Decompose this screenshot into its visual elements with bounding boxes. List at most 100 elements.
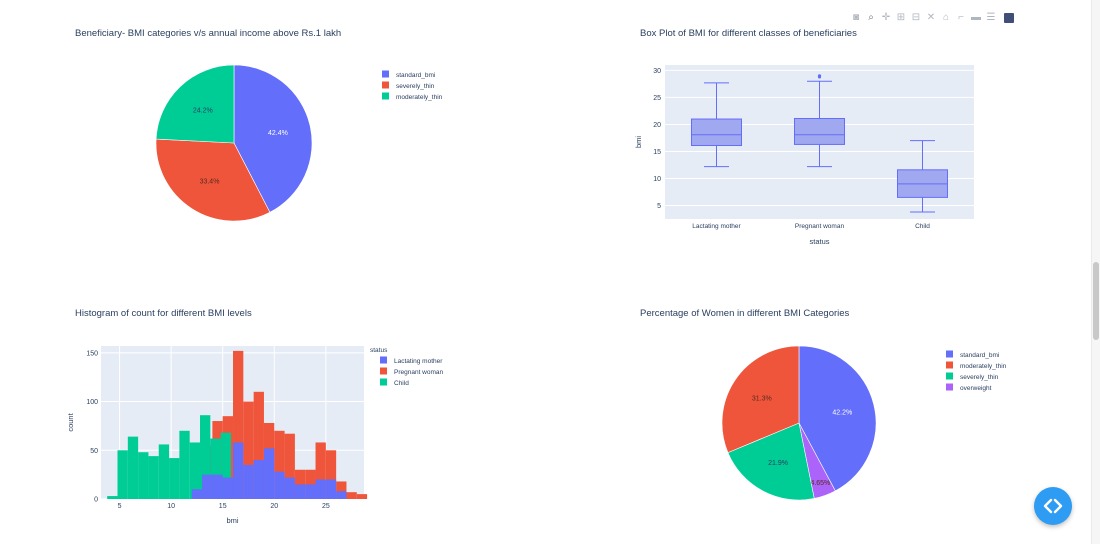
legend-label-moderately-thin: moderately_thin (960, 363, 1007, 370)
code-brackets-icon (1043, 498, 1063, 514)
hist-ytick-label: 100 (86, 399, 98, 406)
hist-bar-pregnant-woman (243, 401, 254, 499)
hist-bar-child (189, 442, 201, 499)
hist-bar-lactating-mother (233, 442, 244, 499)
legend-label-pregnant-woman: Pregnant woman (394, 369, 444, 376)
pan-icon[interactable]: ✛ (881, 12, 891, 23)
box-chart[interactable]: 5 10 15 20 25 30 Lactating mother Pregnant woma… (634, 65, 974, 246)
plotly-logo[interactable] (1004, 13, 1014, 23)
hist-xtick-label: 20 (270, 503, 278, 510)
pie-slice-severely-thin (155, 138, 271, 222)
hist-xtick-label: 15 (219, 503, 227, 510)
hist-bar-child (210, 438, 221, 499)
box-ytick-label: 5 (657, 203, 661, 210)
spike-lines-icon[interactable]: ⌐ (958, 12, 964, 23)
legend-swatch-moderately-thin (382, 92, 389, 100)
hist-bar-lactating-mother (305, 484, 316, 499)
hist-bar-pregnant-woman (284, 433, 295, 499)
hist-bar-child (179, 430, 190, 499)
hist-title: Histogram of count for different BMI lev… (75, 308, 252, 319)
pie1-title: Beneficiary- BMI categories v/s annual i… (75, 28, 342, 39)
hist-bar-lactating-mother (243, 464, 254, 499)
pie-label-moderately-thin: 31.3% (752, 396, 772, 403)
hist-bar-pregnant-woman (274, 430, 285, 499)
hist-bar-lactating-mother (222, 477, 234, 499)
hist-bar-lactating-mother (253, 460, 264, 499)
scrollbar-thumb[interactable] (1093, 262, 1099, 340)
box-ytick-label: 10 (653, 176, 661, 183)
box-ytick-label: 30 (653, 68, 661, 75)
hist-bar-pregnant-woman (325, 450, 337, 499)
home-icon[interactable]: ⌂ (942, 12, 950, 23)
pie-label-severely-thin: 21.9% (768, 460, 788, 467)
hist-xtick-label: 25 (322, 503, 330, 510)
hist-bar-pregnant-woman (356, 494, 368, 499)
legend-swatch-severely-thin (382, 81, 389, 89)
box-xtick-label: Lactating mother (692, 223, 741, 230)
box-ytick-label: 15 (653, 149, 661, 156)
legend-swatch-standard-bmi (946, 350, 953, 358)
legend-title: status (370, 347, 388, 354)
legend-swatch-pregnant-woman (380, 367, 387, 375)
hist-bar-child (117, 450, 128, 499)
hist-bar-child (138, 452, 149, 499)
pie2-title: Percentage of Women in different BMI Cat… (640, 308, 850, 319)
pie-label-standard-bmi: 42.2% (832, 410, 852, 417)
hist-bar-pregnant-woman (315, 442, 326, 499)
pie-slice-moderately-thin (721, 345, 800, 454)
pie-slice-standard-bmi (798, 345, 877, 492)
hist-bar-lactating-mother (191, 489, 203, 499)
pie1-chart[interactable]: 42.4% 33.4% 24.2% (155, 64, 313, 222)
legend-swatch-lactating-mother (380, 356, 387, 364)
hist-bar-child (107, 496, 118, 499)
histogram-chart[interactable]: 0 50 100 150 5 10 15 20 25 bmi count (66, 346, 368, 525)
hist-xtick-label: 5 (118, 503, 122, 510)
page-scrollbar[interactable] (1091, 0, 1100, 544)
legend-swatch-severely-thin (946, 372, 953, 380)
hist-bar-pregnant-woman (346, 492, 357, 499)
hover-closest-icon[interactable]: ▬ (971, 12, 981, 23)
hist-yaxis-title: count (66, 412, 75, 431)
hist-bar-lactating-mother (274, 471, 285, 499)
legend-swatch-child (380, 378, 387, 386)
pie-slice-moderately-thin (155, 64, 235, 144)
hist-bar-pregnant-woman (253, 391, 264, 499)
box-outlier-point (817, 74, 822, 78)
legend-label-overweight: overweight (960, 385, 992, 392)
box-xtick-label: Child (915, 223, 930, 230)
box-title: Box Plot of BMI for different classes of… (640, 28, 857, 39)
legend-label-lactating-mother: Lactating mother (394, 358, 443, 365)
hist-bar-lactating-mother (284, 477, 295, 499)
pie-label-overweight: 4.65% (810, 480, 830, 487)
box-pregnant-woman (794, 117, 845, 145)
legend-swatch-moderately-thin (946, 361, 953, 369)
hist-bar-child (158, 444, 170, 499)
zoom-out-icon[interactable]: ⊟ (911, 12, 921, 23)
box-xaxis-title: status (809, 237, 829, 246)
hist-bar-lactating-mother (263, 448, 275, 499)
zoom-icon[interactable]: ⌕ (868, 12, 874, 23)
hist-bar-child (220, 432, 231, 499)
legend-label-child: Child (394, 380, 409, 387)
pie-label-standard-bmi: 42.4% (268, 130, 288, 137)
pie-slice-severely-thin (727, 422, 815, 501)
zoom-in-icon[interactable]: ⊞ (896, 12, 906, 23)
pie2-chart[interactable]: 42.2% 4.65% 21.9% 31.3% (721, 345, 877, 501)
box-ytick-label: 20 (653, 122, 661, 129)
histogram-legend[interactable]: status Lactating mother Pregnant woman Chil… (370, 347, 444, 387)
code-toggle-button[interactable] (1034, 487, 1072, 525)
camera-icon[interactable]: ◙ (852, 12, 860, 23)
hover-compare-icon[interactable]: ☰ (986, 12, 996, 23)
pie-label-severely-thin: 33.4% (200, 179, 220, 186)
hist-xaxis-title: bmi (226, 516, 238, 525)
pie2-legend[interactable]: standard_bmi moderately_thin severely_thin… (946, 350, 1007, 393)
hist-ytick-label: 150 (86, 350, 98, 357)
legend-label-standard-bmi: standard_bmi (396, 72, 435, 79)
autoscale-icon[interactable]: ✕ (926, 12, 936, 23)
hist-bar-child (127, 436, 139, 499)
pie1-legend[interactable]: standard_bmi severely_thin moderately_thin (382, 70, 443, 102)
hist-bar-child (148, 456, 159, 499)
hist-ytick-label: 50 (90, 448, 98, 455)
pie-label-moderately-thin: 24.2% (193, 108, 213, 115)
